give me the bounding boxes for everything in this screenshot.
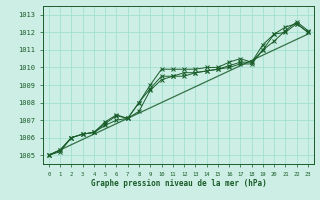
X-axis label: Graphe pression niveau de la mer (hPa): Graphe pression niveau de la mer (hPa) (91, 179, 266, 188)
